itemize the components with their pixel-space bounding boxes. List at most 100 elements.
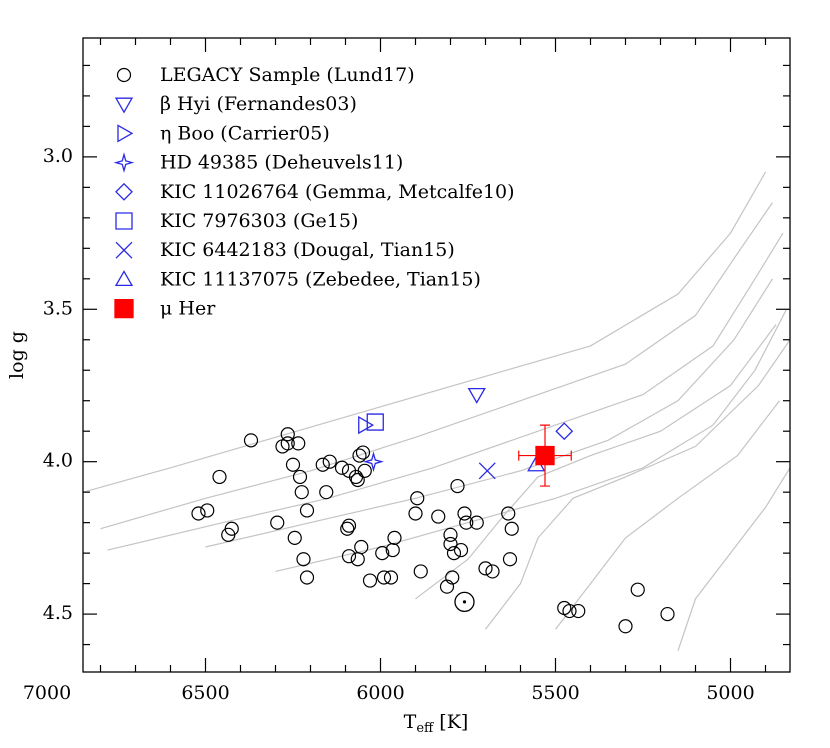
marker: [408, 506, 423, 521]
marker: [535, 445, 555, 466]
y-tick-label: 4.0: [43, 450, 73, 472]
marker: [413, 564, 428, 579]
y-tick-label: 3.0: [43, 145, 73, 167]
marker: [431, 509, 446, 524]
legend-label: KIC 11026764 (Gemma, Metcalfe10): [160, 181, 515, 203]
evolution-track: [677, 467, 790, 651]
x-label-main: T: [404, 711, 417, 733]
legend-label: η Boo (Carrier05): [160, 122, 330, 144]
marker: [280, 427, 295, 442]
marker: [443, 536, 458, 552]
x-axis-label: Teff [K]: [404, 711, 469, 736]
legend-marker: [115, 241, 133, 259]
marker: [478, 462, 496, 480]
marker: [340, 521, 355, 536]
marker: [287, 530, 302, 545]
marker: [375, 546, 390, 561]
evolution-track: [100, 202, 773, 530]
legend-label: KIC 6442183 (Dougal, Tian15): [160, 239, 455, 261]
marker: [443, 527, 458, 542]
marker: [366, 413, 384, 431]
legend-label: KIC 7976303 (Ge15): [160, 210, 358, 232]
legend-label: μ Her: [160, 298, 216, 320]
marker: [410, 491, 425, 506]
legend-marker: [114, 298, 134, 319]
tracks: [83, 171, 790, 651]
marker: [363, 451, 384, 473]
axes-frame: [82, 37, 791, 673]
legend-label: HD 49385 (Deheuvels11): [160, 152, 403, 174]
marker: [299, 570, 315, 585]
marker: [341, 518, 357, 533]
marker: [296, 552, 311, 567]
evolution-track: [107, 232, 784, 551]
marker: [322, 454, 337, 469]
evolution-track: [275, 309, 788, 572]
marker: [501, 506, 516, 521]
y-tick-label: 4.5: [43, 602, 73, 624]
legend-marker: [115, 212, 133, 230]
legend-marker: [115, 182, 133, 201]
marker: [504, 521, 519, 536]
marker: [200, 503, 215, 518]
marker: [221, 527, 236, 542]
y-tick-label: 3.5: [43, 297, 73, 319]
marker: [212, 469, 227, 485]
marker: [387, 530, 402, 545]
marker: [383, 570, 399, 585]
marker: [357, 463, 372, 478]
marker: [630, 582, 645, 597]
x-tick-label: 5000: [706, 682, 754, 704]
marker: [292, 469, 308, 485]
marker: [341, 549, 357, 564]
marker: [358, 415, 375, 435]
marker: [446, 546, 462, 561]
marker: [439, 579, 455, 594]
legend-label: KIC 11137075 (Zebedee, Tian15): [160, 268, 481, 290]
marker: [571, 603, 586, 619]
marker: [352, 448, 367, 463]
marker: [270, 515, 285, 530]
marker: [280, 436, 295, 451]
x-label-sub: eff: [416, 721, 435, 736]
x-tick-label: 6500: [181, 682, 229, 704]
legend-label: β Hyi (Fernandes03): [160, 93, 357, 115]
evolution-track: [485, 339, 790, 630]
marker: [485, 564, 500, 579]
legend-marker: [113, 152, 135, 173]
marker: [350, 552, 365, 567]
marker: [453, 542, 469, 558]
legend-marker: [116, 67, 132, 83]
x-tick-label: 5500: [531, 682, 579, 704]
marker: [618, 619, 633, 634]
evolution-track: [555, 400, 780, 630]
x-tick-label: 7000: [23, 682, 71, 704]
marker: [319, 485, 334, 500]
evolution-track: [415, 324, 777, 600]
marker: [243, 433, 259, 448]
marker: [459, 515, 474, 530]
marker: [467, 387, 486, 404]
marker: [376, 570, 392, 585]
sun-dot: [462, 600, 467, 604]
sun-marker: [454, 591, 475, 613]
legend: LEGACY Sample (Lund17) β Hyi (Fernandes03…: [113, 64, 515, 320]
x-label-unit: [K]: [439, 711, 468, 733]
marker: [562, 603, 577, 619]
marker: [555, 422, 574, 441]
marker: [334, 460, 350, 475]
marker: [478, 561, 493, 576]
legend-marker: [114, 270, 134, 287]
marker: [355, 445, 371, 460]
marker: [350, 472, 365, 488]
marker: [445, 570, 460, 585]
x-tick-label: 6000: [356, 682, 404, 704]
marker: [660, 606, 675, 622]
evolution-track: [83, 171, 767, 493]
marker: [291, 436, 306, 451]
y-axis-label: log g: [6, 331, 28, 379]
legend-label: LEGACY Sample (Lund17): [160, 64, 415, 86]
marker: [299, 503, 315, 518]
legend-marker: [117, 124, 134, 143]
